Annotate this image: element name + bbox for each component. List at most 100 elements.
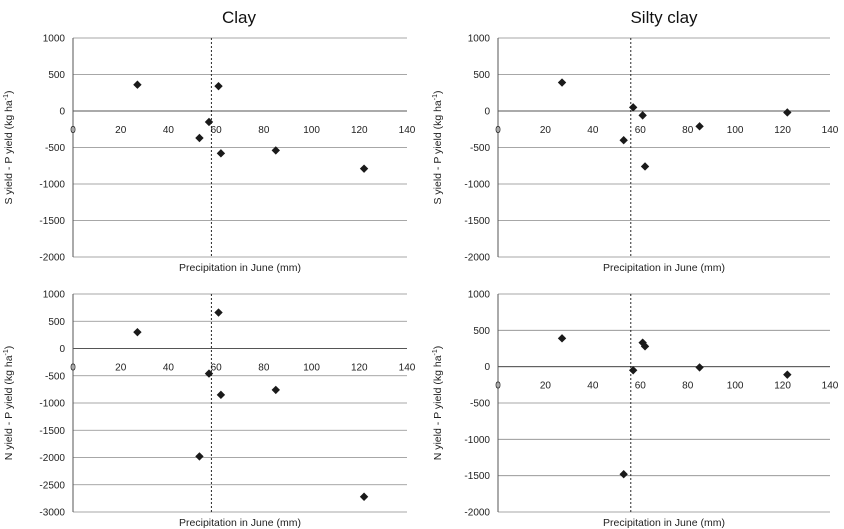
y-tick-label: -1500 (464, 471, 490, 482)
y-tick-label: 1000 (43, 290, 66, 301)
y-tick-label: 1000 (43, 34, 66, 45)
data-point (204, 117, 214, 127)
y-axis-label-text: S yield - P yield (kg ha (3, 100, 15, 204)
data-point (695, 363, 704, 372)
data-point (271, 385, 280, 395)
data-point (359, 492, 369, 501)
data-point (195, 452, 204, 461)
data-point (619, 470, 628, 479)
x-tick-label: 20 (540, 381, 552, 392)
x-tick-label: 140 (399, 125, 416, 136)
data-point (783, 370, 792, 379)
y-tick-label: 1000 (468, 34, 491, 45)
y-tick-label: -2000 (39, 253, 65, 264)
x-tick-label: 140 (822, 125, 839, 136)
x-tick-label: 60 (635, 125, 647, 136)
x-tick-label: 60 (635, 381, 647, 392)
data-point (133, 80, 142, 89)
y-axis-label: N yield - P yield (kg ha-1) (432, 346, 444, 461)
y-axis-label-end: ) (3, 90, 15, 94)
data-point (638, 111, 647, 120)
y-tick-label: 500 (473, 70, 490, 81)
data-point (216, 390, 226, 400)
y-axis-label-end: ) (432, 346, 444, 350)
y-axis-label-text: N yield - P yield (kg ha (432, 355, 444, 460)
x-tick-label: 60 (211, 125, 223, 136)
data-point (195, 133, 204, 143)
x-tick-label: 80 (258, 125, 270, 136)
x-tick-label: 140 (822, 381, 839, 392)
x-tick-label: 100 (303, 125, 320, 136)
panel-title: Clay (222, 8, 257, 27)
y-tick-label: -3000 (39, 508, 65, 519)
x-tick-label: 80 (682, 381, 694, 392)
data-point (271, 146, 280, 155)
data-point (619, 136, 628, 145)
panel-title: Silty clay (630, 8, 698, 27)
x-tick-label: 100 (727, 381, 744, 392)
y-tick-label: -2000 (464, 508, 490, 519)
y-tick-label: -2500 (39, 480, 65, 491)
y-tick-label: 0 (484, 107, 490, 118)
x-tick-label: 120 (351, 363, 368, 374)
y-tick-label: -1500 (39, 426, 65, 437)
x-axis-label: Precipitation in June (mm) (179, 517, 301, 529)
data-point (557, 334, 567, 343)
y-axis-label: N yield - P yield (kg ha-1) (3, 346, 15, 461)
data-point (640, 162, 650, 171)
y-tick-label: -2000 (39, 453, 65, 464)
x-tick-label: 40 (163, 363, 175, 374)
x-tick-label: 100 (727, 125, 744, 136)
y-tick-label: -2000 (464, 253, 490, 264)
data-point (214, 308, 223, 317)
x-tick-label: 0 (495, 125, 501, 136)
y-tick-label: -500 (45, 371, 65, 382)
y-axis-label-end: ) (432, 90, 444, 94)
y-tick-label: 500 (473, 326, 490, 337)
x-axis-label: Precipitation in June (mm) (603, 262, 725, 274)
x-tick-label: 0 (70, 363, 76, 374)
data-point (640, 342, 650, 351)
y-tick-label: 500 (48, 317, 65, 328)
panel-silty-clay-n-minus-p: 1000 500 0 -500 -1000 -1500 -2000 0 20 40 60 80 100 1… (432, 290, 839, 529)
y-axis-label: S yield - P yield (kg ha-1) (3, 90, 15, 204)
x-tick-label: 20 (115, 363, 127, 374)
data-point (204, 369, 214, 378)
data-point (133, 327, 142, 337)
data-point (695, 122, 704, 131)
data-point (628, 366, 638, 375)
y-axis-label-end: ) (3, 346, 15, 350)
data-point (214, 81, 223, 91)
x-tick-label: 80 (258, 363, 270, 374)
x-tick-label: 120 (774, 125, 791, 136)
y-tick-label: -1500 (464, 216, 490, 227)
x-tick-label: 0 (70, 125, 76, 136)
y-tick-label: -500 (470, 143, 490, 154)
panel-clay-n-minus-p: 1000 500 0 -500 -1000 -1500 -2000 -2500 -3000 0 20… (3, 290, 416, 529)
y-tick-label: 0 (484, 362, 490, 373)
x-tick-label: 120 (774, 381, 791, 392)
x-tick-label: 20 (115, 125, 127, 136)
data-point (557, 78, 567, 87)
x-tick-label: 40 (587, 381, 599, 392)
y-tick-label: -1000 (39, 180, 65, 191)
data-point (628, 103, 638, 112)
y-tick-label: 0 (59, 107, 65, 118)
x-tick-label: 40 (587, 125, 599, 136)
y-axis-label-superscript: -1 (3, 349, 10, 355)
y-axis-label-superscript: -1 (432, 349, 439, 355)
y-tick-label: 500 (48, 70, 65, 81)
y-axis-label-superscript: -1 (432, 94, 439, 100)
y-axis-label-text: N yield - P yield (kg ha (3, 355, 15, 460)
x-tick-label: 0 (495, 381, 501, 392)
data-point (359, 164, 369, 173)
y-tick-label: -1000 (464, 180, 490, 191)
panel-clay-s-minus-p: Clay 1000 500 0 -500 -1000 -1500 -2000 0 20 40 60 8… (3, 8, 416, 274)
y-tick-label: -1000 (464, 435, 490, 446)
y-tick-label: 0 (59, 344, 65, 355)
y-tick-label: 1000 (468, 290, 491, 301)
x-axis-label: Precipitation in June (mm) (603, 517, 725, 529)
x-tick-label: 40 (163, 125, 175, 136)
x-tick-label: 80 (682, 125, 694, 136)
x-tick-label: 60 (211, 363, 223, 374)
